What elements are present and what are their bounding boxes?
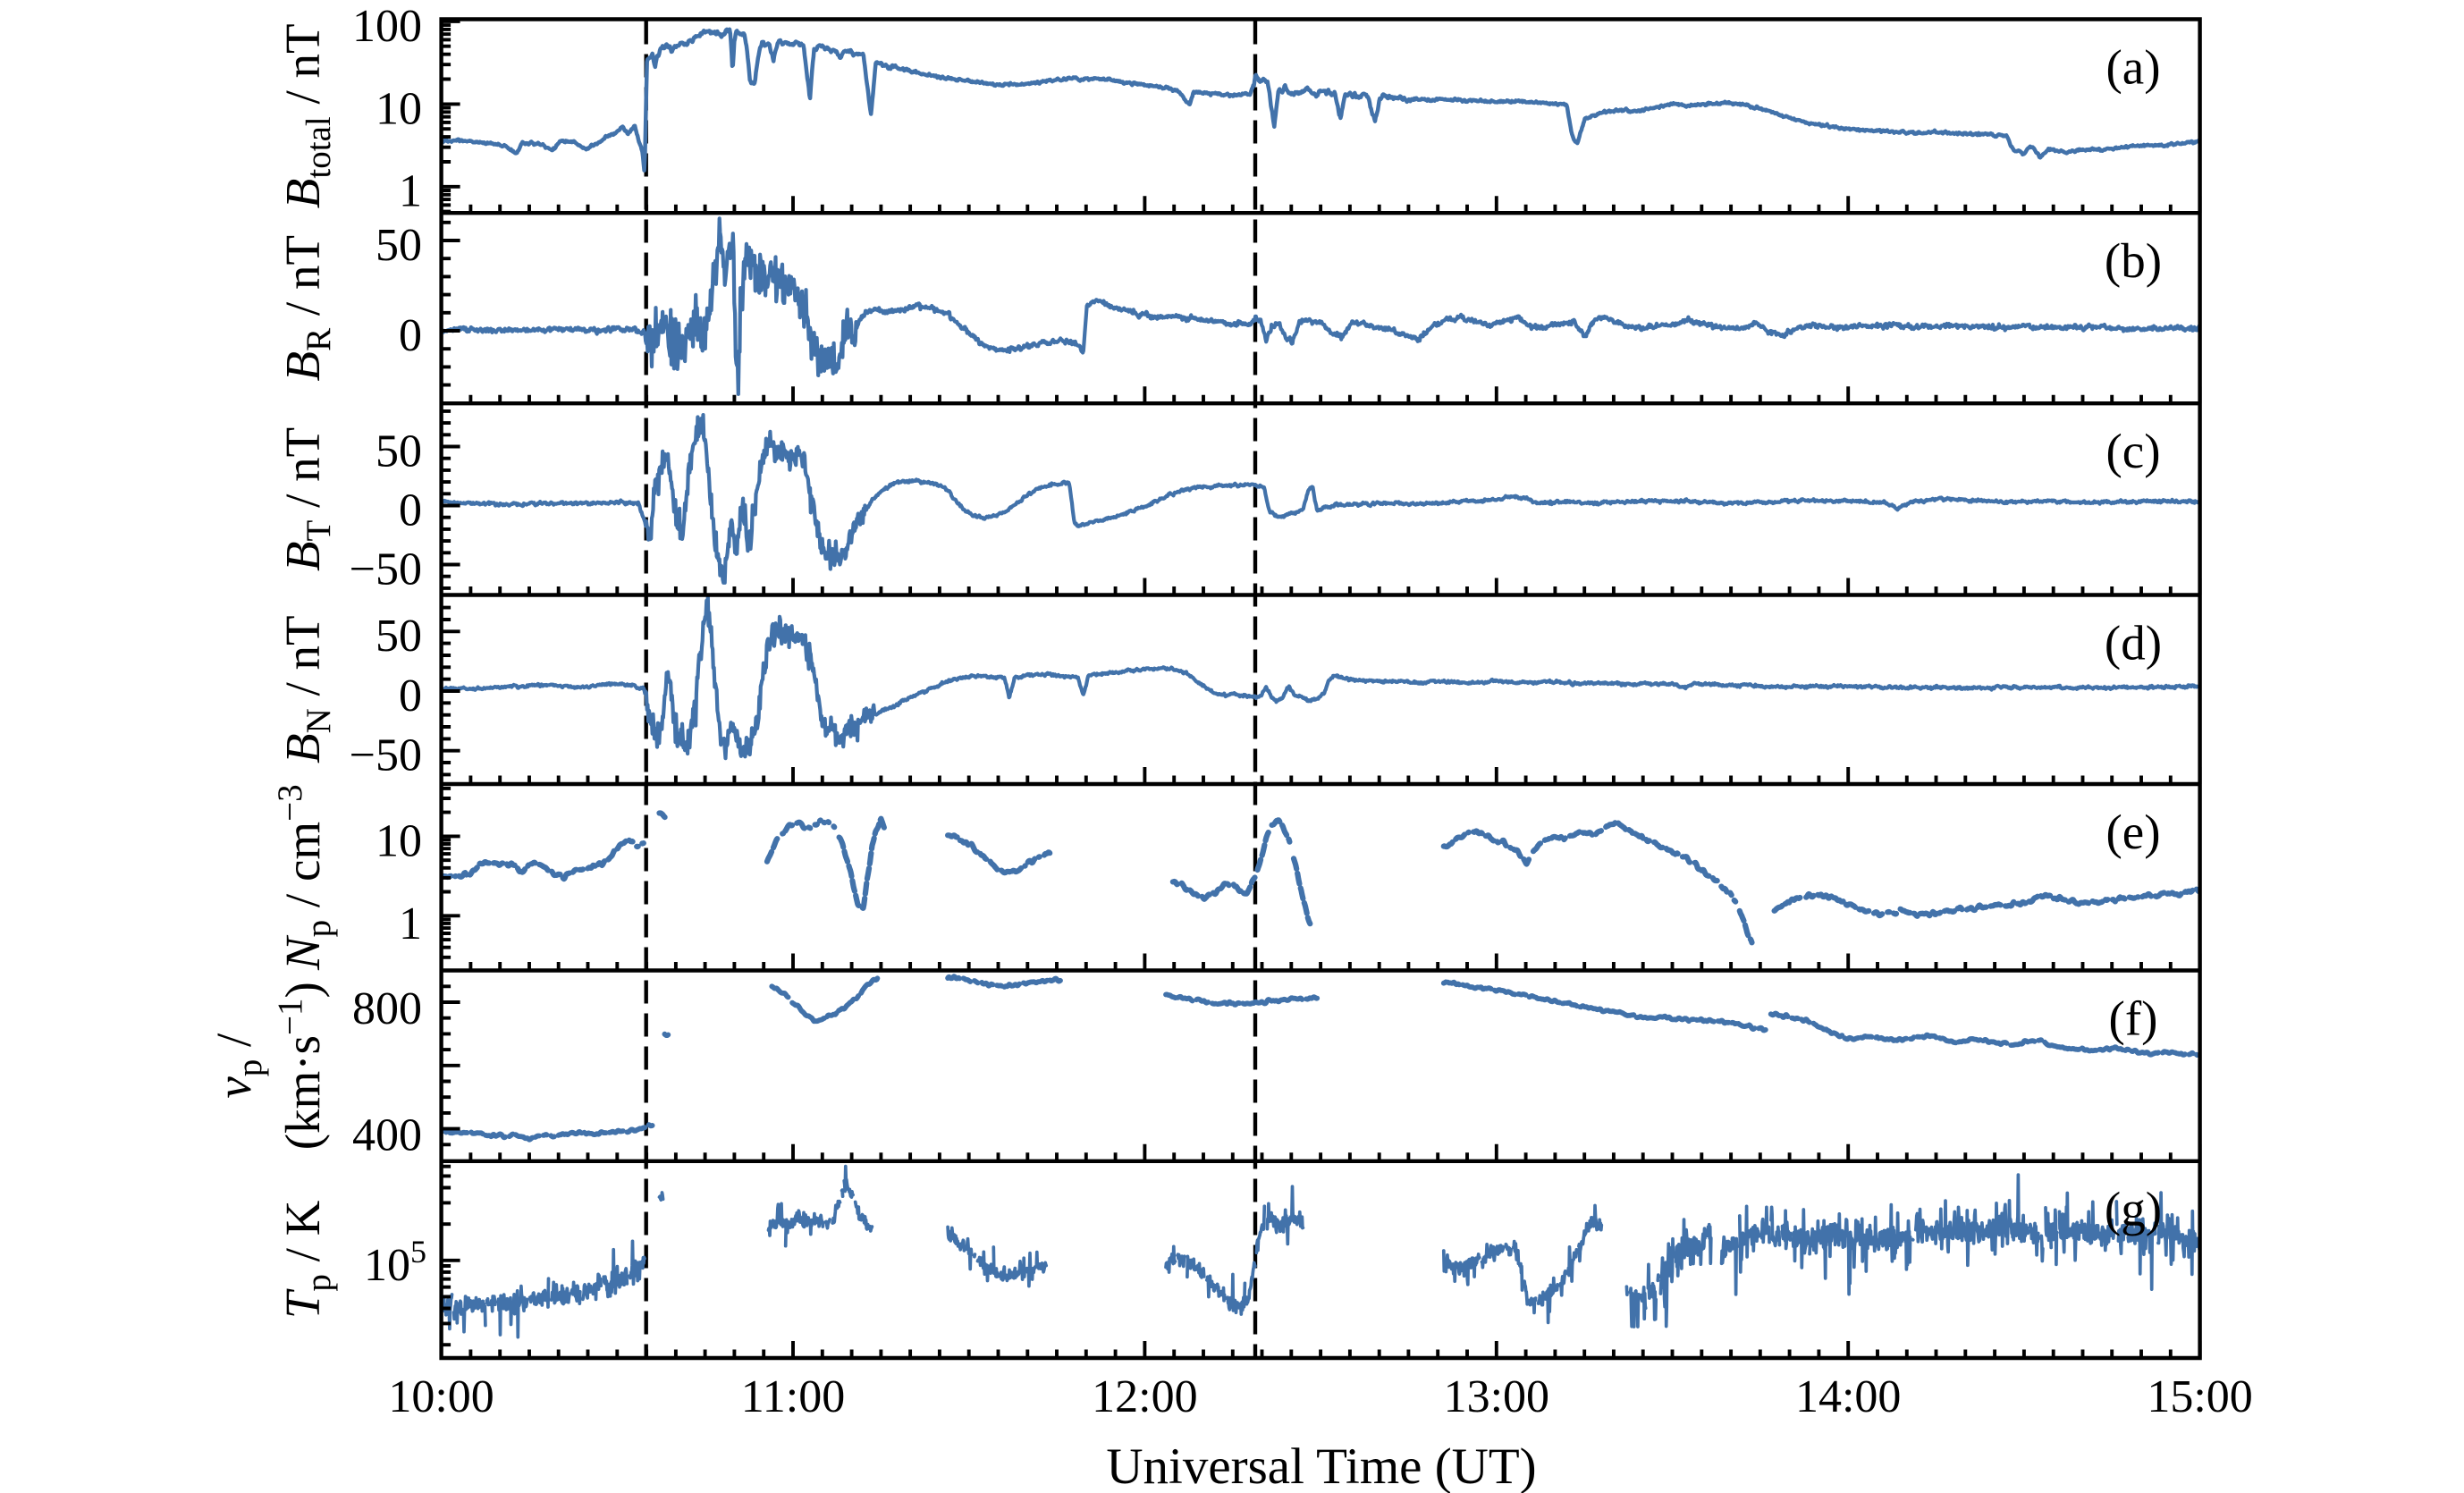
svg-text:1: 1 bbox=[399, 166, 422, 217]
svg-text:13:00: 13:00 bbox=[1444, 1371, 1549, 1422]
svg-text:10: 10 bbox=[376, 815, 422, 866]
svg-text:Np / cm−3: Np / cm−3 bbox=[271, 784, 338, 971]
svg-text:(f): (f) bbox=[2109, 991, 2158, 1046]
svg-text:0: 0 bbox=[399, 485, 422, 536]
svg-text:10: 10 bbox=[376, 83, 422, 134]
svg-text:50: 50 bbox=[376, 611, 422, 662]
svg-text:0: 0 bbox=[399, 671, 422, 721]
svg-text:1: 1 bbox=[399, 898, 422, 949]
svg-text:15:00: 15:00 bbox=[2147, 1371, 2252, 1422]
svg-text:800: 800 bbox=[352, 983, 422, 1034]
svg-text:(d): (d) bbox=[2105, 616, 2162, 671]
svg-text:14:00: 14:00 bbox=[1795, 1371, 1901, 1422]
svg-text:10:00: 10:00 bbox=[388, 1371, 494, 1422]
svg-text:50: 50 bbox=[376, 220, 422, 271]
svg-text:(a): (a) bbox=[2105, 40, 2160, 95]
svg-text:Universal Time (UT): Universal Time (UT) bbox=[1106, 1438, 1536, 1493]
svg-text:vp /: vp / bbox=[207, 1033, 269, 1099]
svg-text:400: 400 bbox=[352, 1110, 422, 1161]
svg-text:Tp / K: Tp / K bbox=[275, 1200, 338, 1319]
svg-text:11:00: 11:00 bbox=[741, 1371, 846, 1422]
svg-text:(km·s−1): (km·s−1) bbox=[271, 982, 330, 1150]
svg-text:Btotal / nT: Btotal / nT bbox=[275, 23, 338, 208]
svg-text:−50: −50 bbox=[350, 544, 422, 595]
svg-text:−50: −50 bbox=[350, 730, 422, 781]
svg-text:(e): (e) bbox=[2105, 805, 2160, 859]
svg-text:12:00: 12:00 bbox=[1092, 1371, 1197, 1422]
svg-text:100: 100 bbox=[352, 1, 422, 52]
svg-text:(g): (g) bbox=[2105, 1182, 2162, 1236]
svg-text:BT / nT: BT / nT bbox=[275, 427, 338, 571]
svg-text:(c): (c) bbox=[2105, 424, 2160, 478]
svg-text:BN / nT: BN / nT bbox=[275, 615, 338, 763]
svg-text:BR / nT: BR / nT bbox=[275, 235, 338, 382]
svg-text:(b): (b) bbox=[2105, 233, 2162, 288]
svg-text:50: 50 bbox=[376, 426, 422, 477]
svg-text:0: 0 bbox=[399, 310, 422, 361]
